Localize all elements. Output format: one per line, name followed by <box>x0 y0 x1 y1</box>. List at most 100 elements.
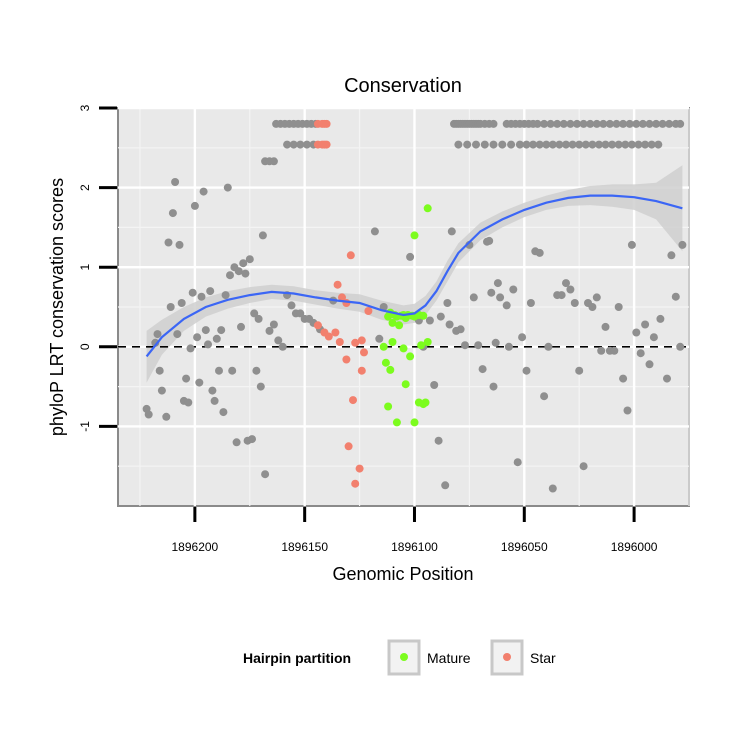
data-point-other <box>540 119 549 128</box>
data-point-other <box>562 279 570 288</box>
data-point-other <box>375 334 384 343</box>
data-point-mature <box>392 418 401 427</box>
x-tick-label: 1896050 <box>501 540 548 554</box>
data-point-other <box>182 374 191 383</box>
data-point-other <box>302 140 311 149</box>
data-point-other <box>217 326 226 335</box>
data-point-other <box>575 366 584 375</box>
data-point-other <box>166 303 175 311</box>
data-point-other <box>245 255 254 264</box>
data-point-other <box>157 386 166 395</box>
data-point-other <box>201 326 210 335</box>
grid-major <box>118 106 689 506</box>
data-point-star <box>313 321 322 330</box>
data-point-other <box>601 140 610 149</box>
data-point-other <box>487 288 496 297</box>
data-point-other <box>195 378 204 387</box>
data-point-other <box>425 316 434 325</box>
data-point-other <box>652 119 661 128</box>
data-point-other <box>184 398 193 407</box>
data-point-other <box>579 119 588 128</box>
data-point-other <box>540 392 549 401</box>
data-point-star <box>357 336 366 345</box>
data-point-other <box>656 314 665 323</box>
data-point-other <box>509 285 518 294</box>
data-point-other <box>232 438 241 447</box>
data-point-other <box>632 119 641 128</box>
data-point-other <box>456 325 465 334</box>
x-axis-ticks: 1896200 1896150 1896100 1896050 1896000 <box>172 507 658 554</box>
data-point-other <box>406 252 415 261</box>
data-point-star <box>364 307 373 315</box>
data-point-other <box>287 301 296 310</box>
data-point-other <box>250 309 259 318</box>
data-point-mature <box>379 342 388 351</box>
data-point-other <box>144 410 153 419</box>
data-point-star <box>357 366 366 375</box>
data-point-other <box>638 119 647 128</box>
data-point-other <box>548 140 557 149</box>
data-point-star <box>333 280 342 289</box>
data-point-other <box>197 292 206 301</box>
data-point-other <box>258 231 267 240</box>
data-point-other <box>151 338 160 347</box>
data-point-other <box>557 291 566 300</box>
data-point-mature <box>421 398 430 407</box>
data-point-other <box>461 341 469 350</box>
data-point-star <box>351 338 360 347</box>
data-point-other <box>636 349 645 358</box>
data-point-other <box>223 183 232 192</box>
data-point-other <box>621 140 630 149</box>
data-point-star <box>349 396 357 405</box>
data-point-other <box>478 365 487 374</box>
x-tick-label: 1896000 <box>611 540 658 554</box>
data-point-other <box>162 412 171 421</box>
data-point-other <box>493 279 502 288</box>
data-point-star <box>360 348 368 357</box>
data-point-mature <box>423 204 432 213</box>
data-point-other <box>623 406 632 415</box>
y-tick-label: 1 <box>78 264 92 271</box>
data-point-other <box>480 140 489 149</box>
data-point-other <box>625 119 634 128</box>
x-tick-label: 1896200 <box>172 540 219 554</box>
data-points <box>142 119 687 493</box>
data-point-other <box>226 271 234 280</box>
legend: Hairpin partition Mature Star <box>243 639 556 676</box>
data-point-other <box>568 140 577 149</box>
data-point-mature <box>423 338 432 346</box>
data-point-other <box>239 259 248 268</box>
data-point-other <box>206 287 215 296</box>
x-axis-title: Genomic Position <box>332 564 473 584</box>
data-point-other <box>234 267 243 276</box>
data-point-other <box>491 338 500 347</box>
data-point-other <box>212 334 221 343</box>
data-point-other <box>248 435 256 444</box>
data-point-other <box>575 140 584 149</box>
data-point-other <box>188 288 197 297</box>
data-point-other <box>671 292 680 301</box>
data-point-other <box>474 341 483 350</box>
data-point-other <box>370 227 379 236</box>
data-point-mature <box>410 418 419 427</box>
data-point-other <box>199 187 208 196</box>
data-point-other <box>522 140 531 149</box>
data-point-other <box>265 326 274 335</box>
data-point-other <box>676 119 685 128</box>
data-point-other <box>619 119 628 128</box>
x-tick-label: 1896150 <box>281 540 328 554</box>
data-point-other <box>498 140 507 149</box>
data-point-other <box>434 436 443 445</box>
data-point-other <box>592 119 601 128</box>
data-point-other <box>168 209 177 218</box>
data-point-other <box>204 340 212 349</box>
data-point-other <box>153 330 162 339</box>
data-point-other <box>641 140 650 149</box>
chart-title: Conservation <box>344 75 462 97</box>
data-point-other <box>555 140 564 149</box>
data-point-other <box>447 227 456 236</box>
data-point-other <box>595 140 603 149</box>
data-point-other <box>208 386 217 395</box>
data-point-other <box>496 293 505 302</box>
data-point-star <box>355 464 364 473</box>
